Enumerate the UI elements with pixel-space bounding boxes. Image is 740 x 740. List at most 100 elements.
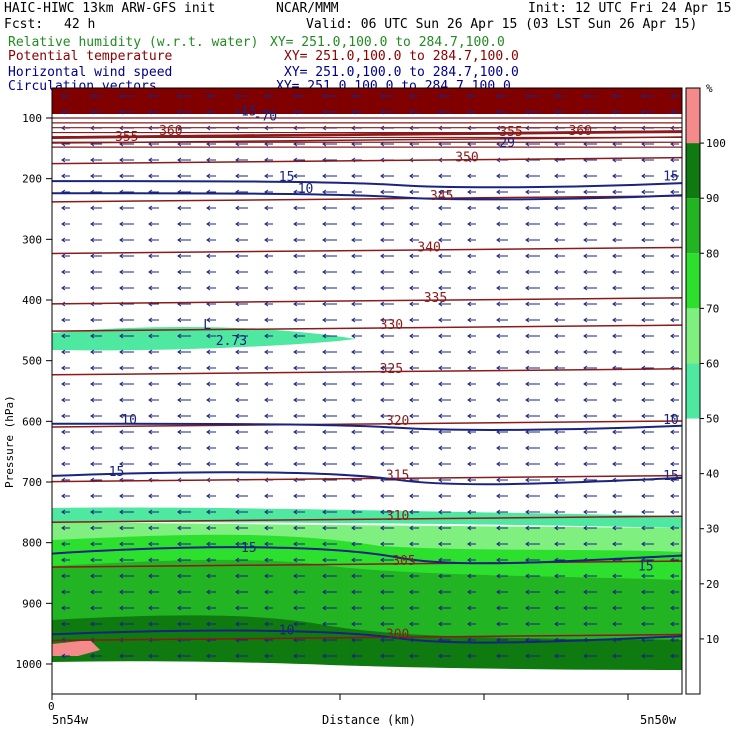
vector-arrowhead bbox=[61, 605, 66, 611]
vector-arrowhead bbox=[670, 509, 675, 515]
vector-arrowhead bbox=[351, 397, 356, 403]
theta-contour-line bbox=[52, 420, 682, 428]
wind-label: 10 bbox=[663, 413, 679, 428]
vector-arrowhead bbox=[61, 541, 66, 547]
vector-arrowhead bbox=[670, 269, 675, 275]
vector-arrowhead bbox=[380, 493, 385, 499]
vector-arrowhead bbox=[641, 381, 646, 387]
vector-arrowhead bbox=[438, 365, 443, 371]
vector-arrowhead bbox=[525, 253, 530, 259]
vector-arrowhead bbox=[322, 237, 327, 243]
vector-arrowhead bbox=[61, 221, 66, 227]
vector-arrowhead bbox=[583, 221, 588, 227]
vector-arrowhead bbox=[641, 221, 646, 227]
vector-arrowhead bbox=[525, 349, 530, 355]
vector-arrowhead bbox=[148, 653, 153, 659]
vector-arrowhead bbox=[409, 413, 414, 419]
vector-arrowhead bbox=[235, 237, 240, 243]
vector-arrowhead bbox=[409, 461, 414, 467]
vector-arrowhead bbox=[641, 589, 646, 595]
vector-arrowhead bbox=[206, 557, 211, 563]
vector-arrowhead bbox=[119, 525, 124, 531]
vector-arrowhead bbox=[235, 333, 240, 339]
vector-arrowhead bbox=[641, 93, 646, 99]
vector-arrowhead bbox=[148, 461, 153, 467]
vector-arrowhead bbox=[496, 557, 501, 563]
x-axis bbox=[51, 694, 629, 700]
vector-arrowhead bbox=[322, 557, 327, 563]
vector-arrowhead bbox=[525, 605, 530, 611]
vector-arrowhead bbox=[235, 589, 240, 595]
vector-arrowhead bbox=[177, 157, 182, 163]
vector-arrowhead bbox=[496, 317, 501, 323]
vector-arrowhead bbox=[322, 285, 327, 291]
wind-label: 15 bbox=[663, 169, 679, 184]
vector-arrowhead bbox=[380, 269, 385, 275]
vector-arrowhead bbox=[380, 317, 385, 323]
vector-arrowhead bbox=[322, 429, 327, 435]
vector-arrowhead bbox=[583, 333, 588, 339]
vector-arrowhead bbox=[670, 237, 675, 243]
theta-contour-line bbox=[52, 560, 682, 568]
vector-arrowhead bbox=[177, 509, 182, 515]
vector-arrowhead bbox=[641, 269, 646, 275]
vector-arrowhead bbox=[322, 269, 327, 275]
colorbar-bin bbox=[686, 88, 700, 144]
vector-arrowhead bbox=[119, 285, 124, 291]
vector-arrowhead bbox=[264, 349, 269, 355]
vector-arrowhead bbox=[148, 445, 153, 451]
vector-arrowhead bbox=[177, 653, 182, 659]
vector-arrowhead bbox=[467, 301, 472, 307]
vector-arrowhead bbox=[554, 477, 559, 483]
vector-arrowhead bbox=[119, 541, 124, 547]
y-tick-label: 900 bbox=[22, 597, 42, 610]
vector-arrowhead bbox=[235, 621, 240, 627]
theta-label: 300 bbox=[386, 628, 409, 643]
vector-arrowhead bbox=[467, 365, 472, 371]
vector-arrowhead bbox=[119, 205, 124, 211]
vector-arrowhead bbox=[177, 493, 182, 499]
vector-arrowhead bbox=[380, 525, 385, 531]
vector-arrowhead bbox=[438, 301, 443, 307]
vector-arrowhead bbox=[612, 589, 617, 595]
vector-arrowhead bbox=[612, 429, 617, 435]
vector-arrowhead bbox=[554, 413, 559, 419]
contour-labels: 360 360 355 355 350 345 340 335 330 325 320 315 310 3… bbox=[109, 105, 679, 643]
vector-arrowhead bbox=[351, 621, 356, 627]
vector-arrowhead bbox=[670, 157, 675, 163]
wind-label: 15 bbox=[638, 560, 654, 575]
vector-arrowhead bbox=[525, 621, 530, 627]
vector-arrowhead bbox=[90, 429, 95, 435]
vector-arrowhead bbox=[351, 365, 356, 371]
vector-arrowhead bbox=[583, 509, 588, 515]
wind-contour-line bbox=[52, 546, 682, 565]
vector-arrowhead bbox=[177, 109, 182, 115]
vector-arrowhead bbox=[380, 189, 385, 195]
vector-arrowhead bbox=[409, 189, 414, 195]
vector-arrowhead bbox=[90, 525, 95, 531]
vector-arrowhead bbox=[380, 93, 385, 99]
vector-arrowhead bbox=[90, 93, 95, 99]
vector-arrowhead bbox=[235, 253, 240, 259]
circulation-vectors bbox=[61, 93, 679, 659]
wind-label: 10 bbox=[298, 182, 314, 197]
vector-arrowhead bbox=[264, 173, 269, 179]
vector-arrowhead bbox=[583, 301, 588, 307]
vector-arrowhead bbox=[293, 445, 298, 451]
vector-arrowhead bbox=[583, 605, 588, 611]
vector-arrowhead bbox=[351, 413, 356, 419]
vector-arrowhead bbox=[670, 637, 675, 643]
vector-arrowhead bbox=[235, 269, 240, 275]
vector-arrowhead bbox=[206, 397, 211, 403]
vector-arrowhead bbox=[119, 157, 124, 163]
vector-arrowhead bbox=[177, 573, 182, 579]
vector-arrowhead bbox=[496, 413, 501, 419]
vector-arrowhead bbox=[235, 493, 240, 499]
vector-arrowhead bbox=[612, 653, 617, 659]
colorbar-bin bbox=[686, 583, 700, 639]
vector-arrowhead bbox=[119, 93, 124, 99]
vector-arrowhead bbox=[148, 365, 153, 371]
vector-arrowhead bbox=[206, 237, 211, 243]
vector-arrowhead bbox=[583, 93, 588, 99]
vector-arrowhead bbox=[438, 221, 443, 227]
